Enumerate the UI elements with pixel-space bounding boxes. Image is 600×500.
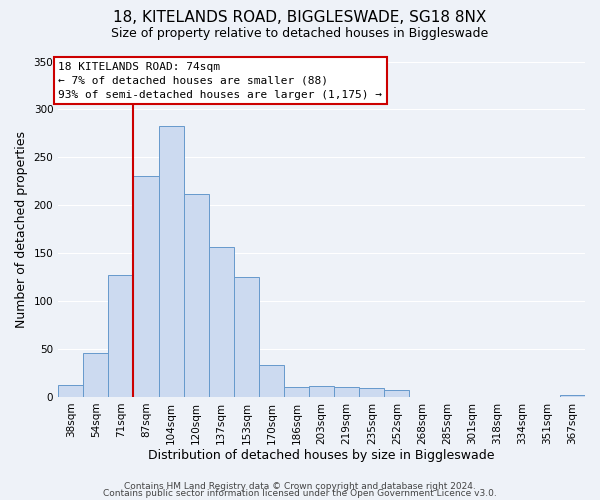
Bar (58, 386, 83, 397)
Text: Size of property relative to detached houses in Biggleswade: Size of property relative to detached ho… (112, 28, 488, 40)
Bar (259, 366, 284, 397)
Text: Contains public sector information licensed under the Open Government Licence v3: Contains public sector information licen… (103, 490, 497, 498)
X-axis label: Distribution of detached houses by size in Biggleswade: Distribution of detached houses by size … (148, 450, 495, 462)
Text: 18 KITELANDS ROAD: 74sqm
← 7% of detached houses are smaller (88)
93% of semi-de: 18 KITELANDS ROAD: 74sqm ← 7% of detache… (58, 62, 382, 100)
Bar (234, 277, 259, 397)
Bar (209, 248, 234, 397)
Bar (309, 386, 334, 397)
Bar (133, 176, 158, 397)
Bar (385, 390, 409, 397)
Bar (184, 194, 209, 397)
Bar (560, 395, 585, 397)
Bar (284, 388, 309, 397)
Bar (359, 388, 385, 397)
Text: 18, KITELANDS ROAD, BIGGLESWADE, SG18 8NX: 18, KITELANDS ROAD, BIGGLESWADE, SG18 8N… (113, 10, 487, 25)
Y-axis label: Number of detached properties: Number of detached properties (15, 130, 28, 328)
Text: Contains HM Land Registry data © Crown copyright and database right 2024.: Contains HM Land Registry data © Crown c… (124, 482, 476, 491)
Bar (109, 275, 133, 397)
Bar (83, 353, 109, 397)
Bar (158, 126, 184, 397)
Bar (334, 388, 359, 397)
